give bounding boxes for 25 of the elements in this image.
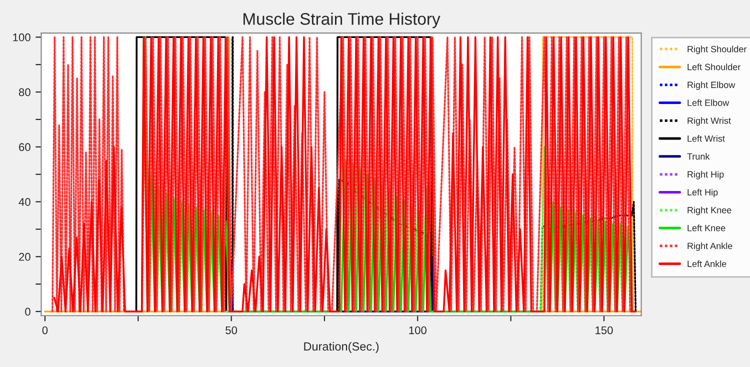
legend-label: Right Ankle bbox=[688, 242, 732, 251]
legend-label: Left Shoulder bbox=[688, 64, 741, 70]
y-tick-label: 20 bbox=[19, 252, 30, 261]
y-tick-label: 0 bbox=[25, 308, 30, 316]
x-tick-label: 150 bbox=[596, 326, 613, 334]
legend-label: Trunk bbox=[687, 153, 710, 160]
legend-label: Right Hip bbox=[688, 170, 724, 180]
legend-label: Left Hip bbox=[688, 188, 718, 198]
x-tick-label: 0 bbox=[42, 326, 48, 334]
y-tick-label: 40 bbox=[18, 198, 30, 206]
legend-label: Right Elbow bbox=[688, 81, 736, 90]
x-axis-title: Duration(Sec.) bbox=[304, 342, 379, 353]
legend-label: Right Wrist bbox=[688, 117, 731, 126]
legend-label: Left Elbow bbox=[688, 99, 730, 106]
x-tick-label: 100 bbox=[409, 326, 426, 334]
chart-title: Muscle Strain Time History bbox=[244, 12, 440, 28]
y-tick-label: 100 bbox=[13, 33, 30, 42]
x-tick-label: 50 bbox=[226, 326, 238, 334]
legend-label: Left Wrist bbox=[688, 135, 725, 142]
y-tick-label: 60 bbox=[19, 143, 30, 152]
y-tick-label: 80 bbox=[18, 88, 30, 96]
legend-label: Right Shoulder bbox=[688, 46, 747, 54]
legend-label: Left Knee bbox=[688, 224, 726, 232]
legend-label: Right Knee bbox=[688, 206, 732, 216]
legend-label: Left Ankle bbox=[688, 260, 726, 268]
